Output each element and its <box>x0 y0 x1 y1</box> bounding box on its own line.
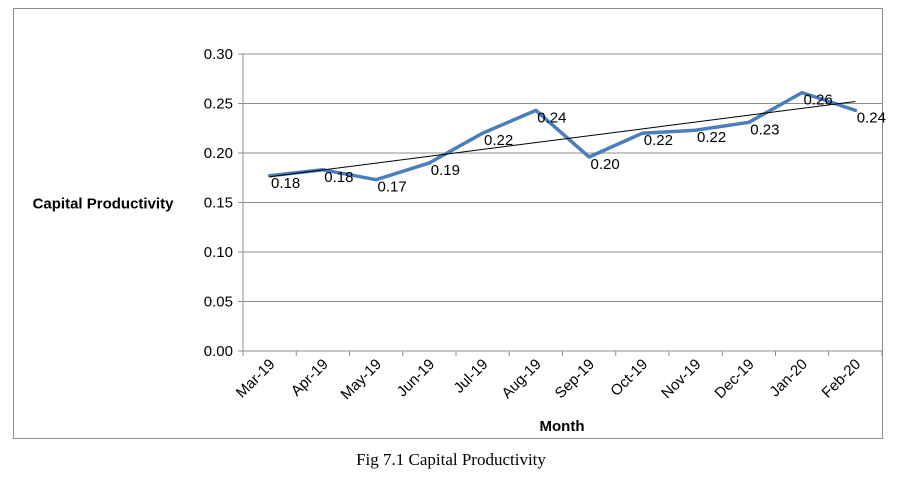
data-label: 0.22 <box>697 129 726 146</box>
data-label: 0.20 <box>591 156 620 173</box>
y-tick-label: 0.25 <box>204 96 233 113</box>
line-chart: 0.00 0.05 0.10 0.15 0.20 0.25 0.30 Mar-19 Apr-19… <box>33 46 886 435</box>
trendline <box>269 101 856 178</box>
data-label: 0.19 <box>431 162 460 179</box>
data-label: 0.26 <box>804 92 833 109</box>
x-tick-label: Jan-20 <box>766 356 810 400</box>
figure-caption: Fig 7.1 Capital Productivity <box>356 450 546 469</box>
series-line <box>267 90 858 182</box>
x-tick-label: Apr-19 <box>288 356 332 400</box>
x-tick-label: May-19 <box>338 356 385 403</box>
x-tick-label: Oct-19 <box>607 356 651 400</box>
y-tick-label: 0.10 <box>204 244 233 261</box>
x-tick-label: Jun-19 <box>394 356 438 400</box>
data-label: 0.18 <box>324 169 353 186</box>
y-tick-label: 0.15 <box>204 195 233 212</box>
data-label: 0.17 <box>378 179 407 196</box>
data-label: 0.23 <box>750 121 779 138</box>
x-tick-label: Dec-19 <box>711 356 757 402</box>
x-tick-label: Aug-19 <box>498 356 544 402</box>
y-tick-label: 0.00 <box>204 343 233 360</box>
y-axis-title: Capital Productivity <box>33 196 175 213</box>
x-tick-label: Feb-20 <box>819 356 865 402</box>
data-label: 0.22 <box>644 132 673 149</box>
y-tick-label: 0.30 <box>204 46 233 63</box>
y-tick-label: 0.05 <box>204 294 233 311</box>
data-label: 0.18 <box>271 175 300 192</box>
x-axis-title: Month <box>540 418 585 435</box>
data-label: 0.24 <box>537 109 566 126</box>
data-label: 0.24 <box>857 109 886 126</box>
y-tick-label: 0.20 <box>204 145 233 162</box>
x-tick-label: Sep-19 <box>552 356 598 402</box>
x-tick-label: Mar-19 <box>233 356 279 402</box>
chart-frame <box>13 8 883 439</box>
x-tick-label: Nov-19 <box>658 356 704 402</box>
data-label: 0.22 <box>484 132 513 149</box>
x-tick-label: Jul-19 <box>451 356 492 397</box>
